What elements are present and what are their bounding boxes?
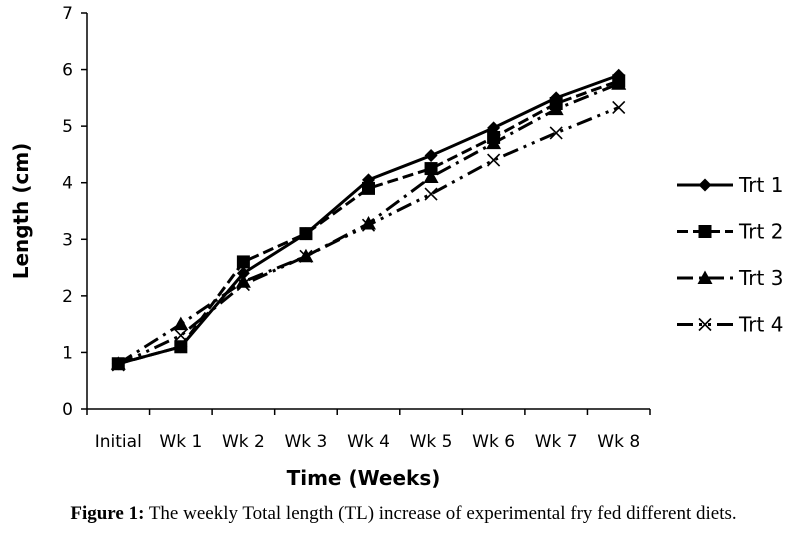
legend-item: Trt 3 xyxy=(677,266,783,290)
x-tick-label: Initial xyxy=(95,432,142,452)
x-axis-title: Time (Weeks) xyxy=(287,466,441,490)
line-chart: 0 1 2 3 4 5 6 7 Initial Wk 1 Wk 2 Wk 3 Wk 4 Wk 5 Wk 6… xyxy=(9,4,783,490)
legend-marker xyxy=(698,178,712,192)
series-line xyxy=(117,106,620,367)
y-tick-label: 7 xyxy=(62,4,73,24)
series-point xyxy=(611,76,627,90)
figure-caption-text: The weekly Total length (TL) increase of… xyxy=(144,503,737,524)
series-4 xyxy=(111,100,626,372)
series-point xyxy=(174,328,188,343)
series-point xyxy=(299,227,313,241)
y-tick-label: 0 xyxy=(62,400,73,420)
series-point xyxy=(361,218,376,232)
series-point xyxy=(612,100,626,115)
series-point xyxy=(424,187,438,201)
series-point xyxy=(173,316,189,331)
series-point xyxy=(236,266,250,280)
series-line xyxy=(117,79,620,366)
series-layer xyxy=(110,68,627,372)
legend-label: Trt 2 xyxy=(738,220,783,244)
x-tick-label: Wk 5 xyxy=(410,432,453,452)
legend-marker xyxy=(698,225,712,238)
series-point xyxy=(423,169,439,184)
legend-label: Trt 1 xyxy=(738,173,783,197)
y-tick-label: 1 xyxy=(62,343,73,363)
series-point xyxy=(236,277,250,292)
y-axis-ticks: 0 1 2 3 4 5 6 7 xyxy=(62,4,87,420)
legend-label: Trt 3 xyxy=(738,266,783,290)
series-point xyxy=(424,162,438,176)
x-tick-label: Wk 1 xyxy=(159,432,202,452)
series-point xyxy=(487,153,501,167)
legend-item: Trt 1 xyxy=(677,173,783,197)
series-point xyxy=(424,149,438,163)
figure-caption: Figure 1: The weekly Total length (TL) i… xyxy=(0,503,807,525)
y-tick-label: 5 xyxy=(62,117,73,137)
series-point xyxy=(174,340,188,354)
y-tick-label: 2 xyxy=(62,287,73,307)
legend-marker xyxy=(697,270,713,284)
x-tick-label: Wk 7 xyxy=(535,432,578,452)
series-point xyxy=(548,101,564,116)
series-point xyxy=(110,356,126,370)
x-axis-ticks: Initial Wk 1 Wk 2 Wk 3 Wk 4 Wk 5 Wk 6 Wk 7 Wk 8 xyxy=(86,409,651,452)
y-axis-title: Length (cm) xyxy=(9,143,33,280)
y-tick-label: 6 xyxy=(62,61,73,81)
series-3 xyxy=(110,76,627,370)
figure-caption-label: Figure 1: xyxy=(70,503,145,524)
x-tick-label: Wk 4 xyxy=(347,432,390,452)
legend-item: Trt 4 xyxy=(677,313,783,337)
series-point xyxy=(299,249,313,263)
legend-label: Trt 4 xyxy=(738,313,783,337)
series-point xyxy=(486,135,502,150)
legend-marker xyxy=(698,317,712,332)
x-tick-label: Wk 6 xyxy=(472,432,515,452)
series-point xyxy=(549,126,563,140)
series-point xyxy=(362,181,375,195)
y-tick-label: 4 xyxy=(62,174,73,194)
x-tick-label: Wk 8 xyxy=(597,432,640,452)
legend-item: Trt 2 xyxy=(677,220,783,244)
x-tick-label: Wk 3 xyxy=(285,432,328,452)
legend: Trt 1 Trt 2 Trt 3 Trt 4 xyxy=(677,173,783,337)
series-point xyxy=(111,358,125,372)
series-point xyxy=(236,255,250,269)
x-tick-label: Wk 2 xyxy=(222,432,265,452)
y-tick-label: 3 xyxy=(62,230,73,250)
